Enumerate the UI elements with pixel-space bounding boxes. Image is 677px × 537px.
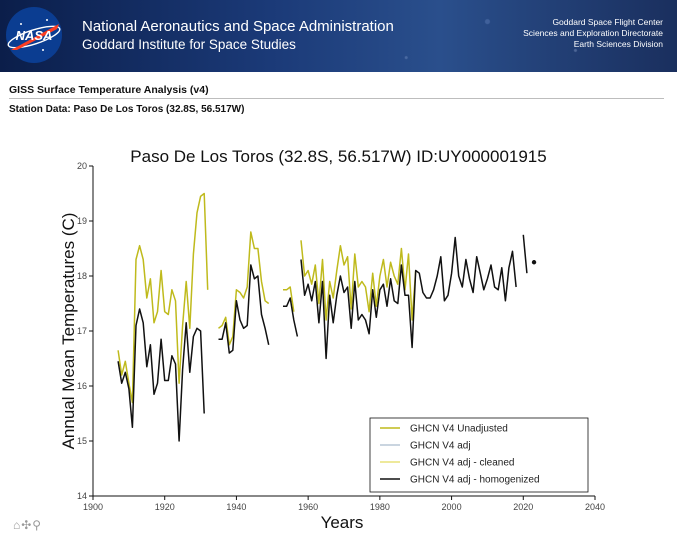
y-axis-label: Annual Mean Temperatures (C)	[59, 213, 78, 450]
center-line-1: Goddard Space Flight Center	[552, 17, 663, 27]
center-line-3: Earth Sciences Division	[573, 39, 663, 49]
y-tick-label: 15	[77, 436, 87, 446]
chart-series	[117, 192, 537, 442]
series-line-ghcn-v4-unadjusted	[218, 231, 270, 346]
y-tick-label: 18	[77, 271, 87, 281]
legend-label: GHCN V4 adj - cleaned	[410, 458, 515, 469]
x-tick-label: 1900	[83, 502, 103, 512]
institute-name: Goddard Institute for Space Studies	[82, 37, 296, 52]
x-tick-label: 2020	[513, 502, 533, 512]
x-tick-label: 1980	[370, 502, 390, 512]
series-line-ghcn-v4-adj-homogenized	[117, 308, 205, 442]
site-header: NASA National Aeronautics and Space Admi…	[0, 0, 677, 72]
station-title: Station Data: Paso De Los Toros (32.8S, …	[9, 104, 245, 115]
legend-label: GHCN V4 adj	[410, 441, 471, 452]
x-tick-label: 2040	[585, 502, 605, 512]
x-tick-label: 1960	[298, 502, 318, 512]
y-tick-label: 17	[77, 326, 87, 336]
series-line-ghcn-v4-adj-homogenized	[300, 236, 517, 360]
header-background	[0, 0, 677, 72]
chart-title: Paso De Los Toros (32.8S, 56.517W) ID:UY…	[130, 147, 547, 166]
x-tick-label: 1920	[155, 502, 175, 512]
y-tick-label: 14	[77, 491, 87, 501]
center-info: Goddard Space Flight Center Sciences and…	[523, 17, 663, 50]
nasa-logo[interactable]: NASA	[3, 4, 65, 66]
series-line-ghcn-v4-adj-homogenized	[218, 264, 270, 354]
series-line-ghcn-v4-unadjusted	[300, 240, 417, 321]
y-tick-label: 20	[77, 161, 87, 171]
x-tick-label: 2000	[442, 502, 462, 512]
legend-label: GHCN V4 Unadjusted	[410, 424, 508, 435]
x-tick-label: 1940	[226, 502, 246, 512]
series-line-ghcn-v4-unadjusted	[117, 192, 209, 404]
logo-text: NASA	[16, 28, 53, 43]
title-divider	[9, 98, 664, 99]
series-line-ghcn-v4-adj-homogenized	[522, 234, 528, 274]
analysis-title: GISS Surface Temperature Analysis (v4)	[9, 84, 209, 96]
plot-toolbar[interactable]: ⌂✣⚲	[13, 518, 43, 532]
center-line-2: Sciences and Exploration Directorate	[523, 28, 663, 38]
agency-name: National Aeronautics and Space Administr…	[82, 18, 394, 35]
y-tick-label: 19	[77, 216, 87, 226]
legend-label: GHCN V4 adj - homogenized	[410, 475, 540, 486]
x-axis-label: Years	[321, 513, 364, 532]
series-point-ghcn-v4-adj-homogenized	[531, 260, 537, 265]
y-tick-label: 16	[77, 381, 87, 391]
chart-legend: GHCN V4 Unadjusted GHCN V4 adj GHCN V4 adj…	[369, 417, 589, 493]
series-line-ghcn-v4-adj-homogenized	[283, 297, 299, 337]
series-line-ghcn-v4-unadjusted	[283, 286, 295, 312]
agency-block: National Aeronautics and Space Administr…	[82, 18, 394, 54]
legend-box	[369, 417, 589, 493]
